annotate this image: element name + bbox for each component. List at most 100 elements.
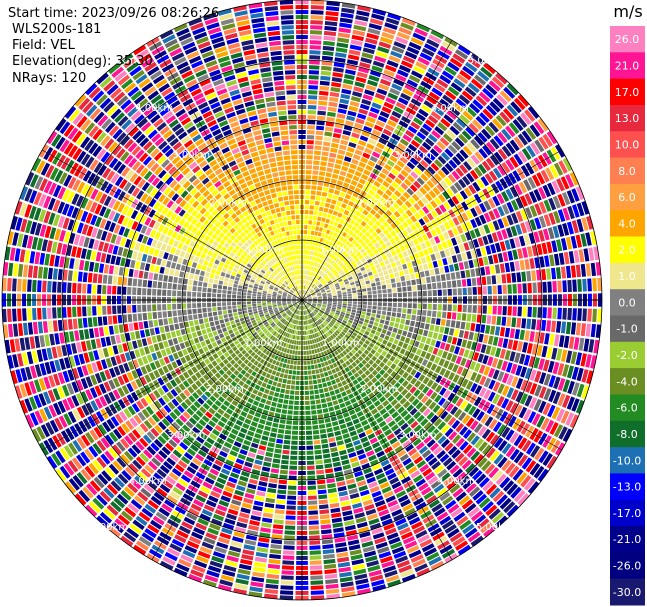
velocity-cell (426, 495, 438, 505)
velocity-cell (308, 314, 311, 319)
velocity-cell (566, 396, 575, 410)
velocity-cell (477, 132, 488, 143)
velocity-cell (436, 102, 448, 113)
velocity-cell (465, 380, 474, 390)
velocity-cell (419, 186, 427, 195)
velocity-cell (447, 288, 452, 296)
velocity-cell (252, 389, 259, 395)
velocity-cell (339, 242, 345, 248)
velocity-cell (399, 324, 404, 330)
velocity-cell (346, 421, 354, 428)
velocity-cell (449, 344, 456, 353)
velocity-cell (357, 272, 362, 277)
velocity-cell (475, 267, 481, 277)
velocity-cell (231, 467, 241, 475)
velocity-cell (380, 133, 390, 141)
velocity-cell (366, 327, 372, 332)
velocity-cell (305, 415, 311, 420)
velocity-cell (255, 395, 261, 402)
velocity-cell (406, 161, 416, 170)
velocity-cell (350, 196, 357, 203)
velocity-cell (580, 233, 587, 247)
velocity-cell (244, 539, 257, 546)
velocity-cell (471, 314, 477, 323)
velocity-cell (303, 255, 306, 260)
velocity-cell (458, 330, 465, 338)
velocity-cell (317, 378, 322, 384)
velocity-cell (326, 288, 331, 292)
velocity-cell (349, 279, 354, 283)
velocity-cell (331, 173, 339, 179)
velocity-cell (386, 217, 393, 225)
velocity-cell (346, 534, 359, 541)
velocity-cell (370, 197, 378, 204)
velocity-cell (412, 285, 417, 291)
velocity-cell (426, 316, 431, 324)
velocity-cell (323, 207, 329, 213)
velocity-cell (312, 295, 317, 297)
velocity-cell (404, 540, 418, 549)
velocity-cell (322, 340, 326, 345)
velocity-cell (327, 483, 336, 489)
velocity-cell (529, 331, 535, 342)
velocity-cell (506, 83, 519, 96)
velocity-cell (229, 503, 240, 511)
velocity-cell (461, 212, 469, 222)
velocity-cell (340, 331, 346, 336)
velocity-cell (308, 90, 318, 95)
velocity-cell (538, 230, 545, 242)
velocity-cell (354, 423, 362, 430)
velocity-cell (547, 227, 555, 240)
velocity-cell (468, 240, 475, 250)
velocity-cell (323, 261, 328, 267)
velocity-cell (302, 311, 304, 316)
velocity-cell (511, 212, 519, 224)
velocity-cell (457, 304, 462, 312)
velocity-cell (412, 309, 417, 315)
velocity-cell (269, 432, 277, 438)
velocity-cell (342, 301, 347, 304)
velocity-cell (478, 333, 484, 343)
velocity-cell (277, 433, 284, 439)
velocity-cell (368, 23, 382, 31)
velocity-cell (268, 483, 277, 489)
velocity-cell (478, 497, 491, 509)
velocity-cell (378, 271, 384, 277)
velocity-cell (322, 255, 326, 260)
velocity-cell (439, 387, 447, 396)
velocity-cell (309, 355, 313, 360)
velocity-cell (540, 169, 550, 183)
velocity-cell (299, 335, 301, 340)
velocity-cell (452, 468, 464, 479)
velocity-cell (536, 319, 542, 331)
velocity-cell (382, 339, 388, 345)
velocity-cell (417, 392, 425, 401)
velocity-cell (374, 499, 386, 508)
velocity-cell (314, 287, 318, 291)
velocity-cell (338, 566, 351, 573)
velocity-cell (342, 83, 353, 90)
velocity-cell (417, 56, 430, 66)
velocity-cell (332, 194, 339, 200)
velocity-cell (254, 556, 267, 563)
velocity-cell (372, 290, 377, 295)
velocity-cell (322, 45, 335, 51)
velocity-cell (388, 337, 395, 343)
velocity-cell (387, 119, 397, 128)
velocity-cell (322, 273, 326, 278)
velocity-cell (393, 106, 404, 115)
velocity-cell (478, 91, 491, 103)
velocity-cell (552, 225, 560, 239)
velocity-cell (402, 371, 409, 379)
velocity-cell (438, 358, 445, 367)
velocity-cell (374, 536, 387, 545)
velocity-cell (298, 305, 301, 310)
velocity-cell (332, 384, 338, 390)
velocity-cell (308, 95, 318, 100)
velocity-cell (318, 211, 323, 217)
velocity-cell (336, 481, 346, 487)
velocity-cell (416, 163, 426, 172)
velocity-cell (350, 413, 358, 420)
velocity-cell (452, 288, 457, 296)
velocity-cell (348, 258, 354, 263)
